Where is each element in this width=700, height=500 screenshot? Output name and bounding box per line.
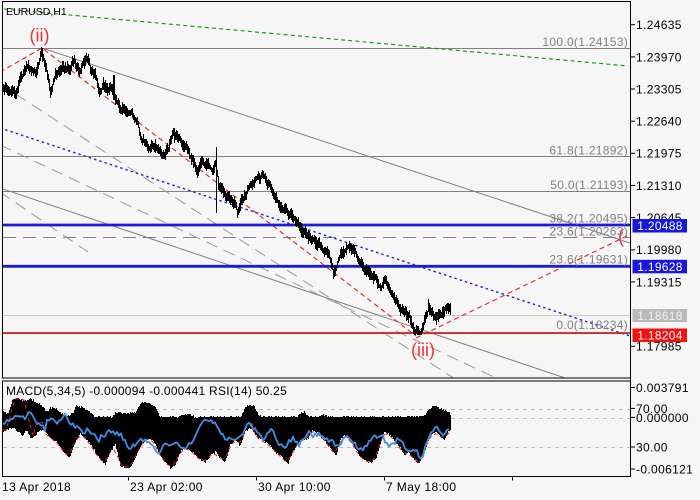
svg-text:-0.006121: -0.006121: [636, 462, 693, 476]
svg-text:(: (: [618, 227, 624, 247]
svg-text:7 May 18:00: 7 May 18:00: [386, 480, 456, 494]
svg-text:1.19628: 1.19628: [637, 260, 683, 274]
svg-text:0.003791: 0.003791: [636, 381, 689, 395]
svg-text:1.19980: 1.19980: [636, 243, 682, 257]
svg-text:(ii): (ii): [30, 26, 50, 46]
svg-text:(iii): (iii): [411, 340, 435, 360]
svg-text:30 Apr 10:00: 30 Apr 10:00: [258, 480, 331, 494]
svg-text:1.17985: 1.17985: [636, 340, 682, 354]
svg-text:1.18204: 1.18204: [637, 329, 683, 343]
svg-text:23.6(1.20263): 23.6(1.20263): [549, 225, 628, 239]
svg-text:23 Apr 02:00: 23 Apr 02:00: [130, 480, 203, 494]
svg-text:1.23305: 1.23305: [636, 82, 682, 96]
svg-text:38.2(1.20495): 38.2(1.20495): [549, 212, 628, 226]
svg-text:1.21310: 1.21310: [636, 179, 682, 193]
svg-text:EURUSD,H1: EURUSD,H1: [6, 6, 67, 18]
svg-text:0.000000: 0.000000: [636, 411, 689, 425]
svg-text:30.00: 30.00: [636, 440, 668, 454]
svg-text:1.18618: 1.18618: [637, 309, 683, 323]
svg-text:1.22640: 1.22640: [636, 115, 682, 129]
svg-text:1.23970: 1.23970: [636, 50, 682, 64]
svg-text:1.24635: 1.24635: [636, 18, 682, 32]
svg-text:100.0(1.24153): 100.0(1.24153): [542, 35, 628, 49]
svg-text:0.0(1.18234): 0.0(1.18234): [556, 318, 628, 332]
svg-text:50.0(1.21193): 50.0(1.21193): [550, 178, 628, 192]
svg-text:1.21975: 1.21975: [636, 147, 682, 161]
svg-text:70.00: 70.00: [636, 402, 668, 416]
svg-text:1.20488: 1.20488: [637, 219, 683, 233]
svg-text:23.6(1.19631): 23.6(1.19631): [549, 253, 628, 267]
svg-text:13 Apr 2018: 13 Apr 2018: [2, 480, 71, 494]
svg-text:1.19315: 1.19315: [636, 275, 682, 289]
svg-text:61.8(1.21892): 61.8(1.21892): [549, 144, 628, 158]
svg-text:MACD(5,34,5) -0.000094 -0.0004: MACD(5,34,5) -0.000094 -0.000441 RSI(14)…: [6, 384, 287, 398]
